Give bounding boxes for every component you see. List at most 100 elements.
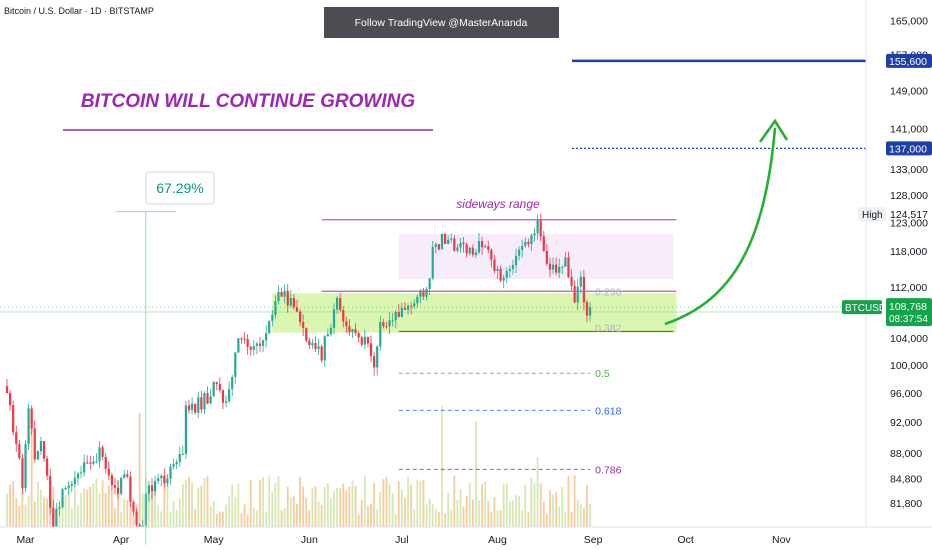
candle — [218, 384, 221, 391]
candle — [400, 307, 403, 317]
candle — [107, 468, 110, 476]
volume-bar — [237, 483, 240, 527]
candle — [30, 408, 33, 429]
candle — [98, 447, 101, 462]
volume-bar — [40, 489, 42, 527]
candle — [206, 393, 209, 404]
fib-label-0-786: 0.786 — [595, 464, 621, 476]
volume-bar — [400, 489, 403, 527]
volume-bar — [582, 508, 585, 527]
candle — [551, 264, 555, 270]
volume-bar — [46, 498, 49, 527]
candle — [533, 233, 536, 236]
candle — [252, 345, 255, 350]
candle — [314, 343, 317, 349]
volume-bar — [475, 421, 477, 527]
candle — [110, 475, 113, 486]
candle — [573, 286, 576, 303]
volume-bar — [589, 503, 591, 527]
candle — [311, 343, 314, 346]
time-tick-label: Aug — [488, 534, 507, 546]
time-tick-label: Jul — [395, 534, 408, 546]
candle — [496, 268, 499, 271]
volume-bar — [407, 476, 409, 527]
volume-bar — [148, 485, 150, 527]
high-value: 124,517 — [890, 209, 928, 221]
volume-bar — [465, 496, 468, 527]
volume-bar — [521, 510, 524, 527]
candle — [588, 307, 592, 316]
volume-bar — [323, 486, 326, 527]
volume-bar — [225, 504, 227, 527]
candle — [132, 501, 135, 512]
price-tick-label: 165,000 — [890, 16, 928, 28]
price-axis[interactable]: 165,000157,000149,000141,000133,000128,0… — [842, 0, 932, 550]
volume-bar — [163, 483, 166, 527]
volume-bar — [576, 500, 579, 527]
candle — [302, 322, 305, 328]
candle — [215, 382, 218, 385]
volume-bar — [89, 486, 92, 527]
volume-bar — [336, 488, 338, 527]
candle — [166, 478, 169, 484]
volume-bar — [191, 482, 193, 527]
time-tick-label: Sep — [584, 534, 603, 546]
target-137000-tag — [886, 141, 932, 156]
time-axis-bg — [0, 527, 932, 550]
candle — [163, 475, 166, 484]
volume-bar — [206, 475, 209, 527]
candle — [24, 444, 27, 488]
candle — [465, 244, 468, 254]
high-label-box — [858, 207, 886, 222]
volume-bar — [15, 497, 18, 527]
time-axis[interactable]: Mar Apr May Jun Jul Aug Sep Oct Nov — [0, 526, 932, 550]
volume-bar — [212, 501, 215, 527]
candle — [160, 475, 163, 479]
candle — [243, 338, 246, 340]
volume-bar — [502, 483, 505, 527]
candle — [397, 311, 400, 317]
candle — [15, 432, 18, 444]
candle — [391, 320, 394, 322]
volume-bar — [357, 514, 360, 527]
volume-bar — [231, 484, 234, 527]
candle — [511, 265, 515, 270]
follow-banner — [324, 7, 559, 38]
volume-bar — [33, 501, 36, 527]
candle — [351, 329, 354, 333]
volume-bar — [419, 481, 422, 527]
candle — [499, 268, 502, 281]
volume-bar — [579, 504, 582, 527]
candle — [326, 334, 329, 337]
candle — [212, 382, 215, 397]
candle — [410, 305, 413, 307]
volume-bar — [95, 478, 98, 527]
volume-bar — [243, 504, 246, 527]
candle — [187, 405, 191, 411]
candle — [21, 458, 24, 488]
time-tick-label: Apr — [113, 534, 130, 546]
candle — [255, 343, 258, 346]
candle — [422, 290, 425, 297]
candle — [468, 247, 471, 254]
volume-bar — [299, 476, 301, 527]
volume-bar — [262, 477, 264, 527]
volume-bar — [6, 493, 8, 527]
candle — [209, 396, 212, 404]
candle — [172, 464, 175, 467]
volume-bar — [268, 475, 271, 527]
price-axis-bg — [866, 0, 932, 550]
volume-bar — [120, 512, 123, 527]
volume-bar — [410, 484, 413, 527]
volume-bar — [453, 475, 456, 527]
percent-change-text: 67.29% — [156, 180, 203, 196]
candle — [376, 346, 379, 368]
volume-bar — [277, 476, 280, 527]
volume-layer — [6, 406, 591, 527]
volume-bar — [478, 500, 480, 527]
volume-bar — [539, 483, 542, 527]
candles-layer — [5, 213, 592, 550]
volume-bar — [200, 485, 203, 527]
candle — [579, 276, 582, 287]
